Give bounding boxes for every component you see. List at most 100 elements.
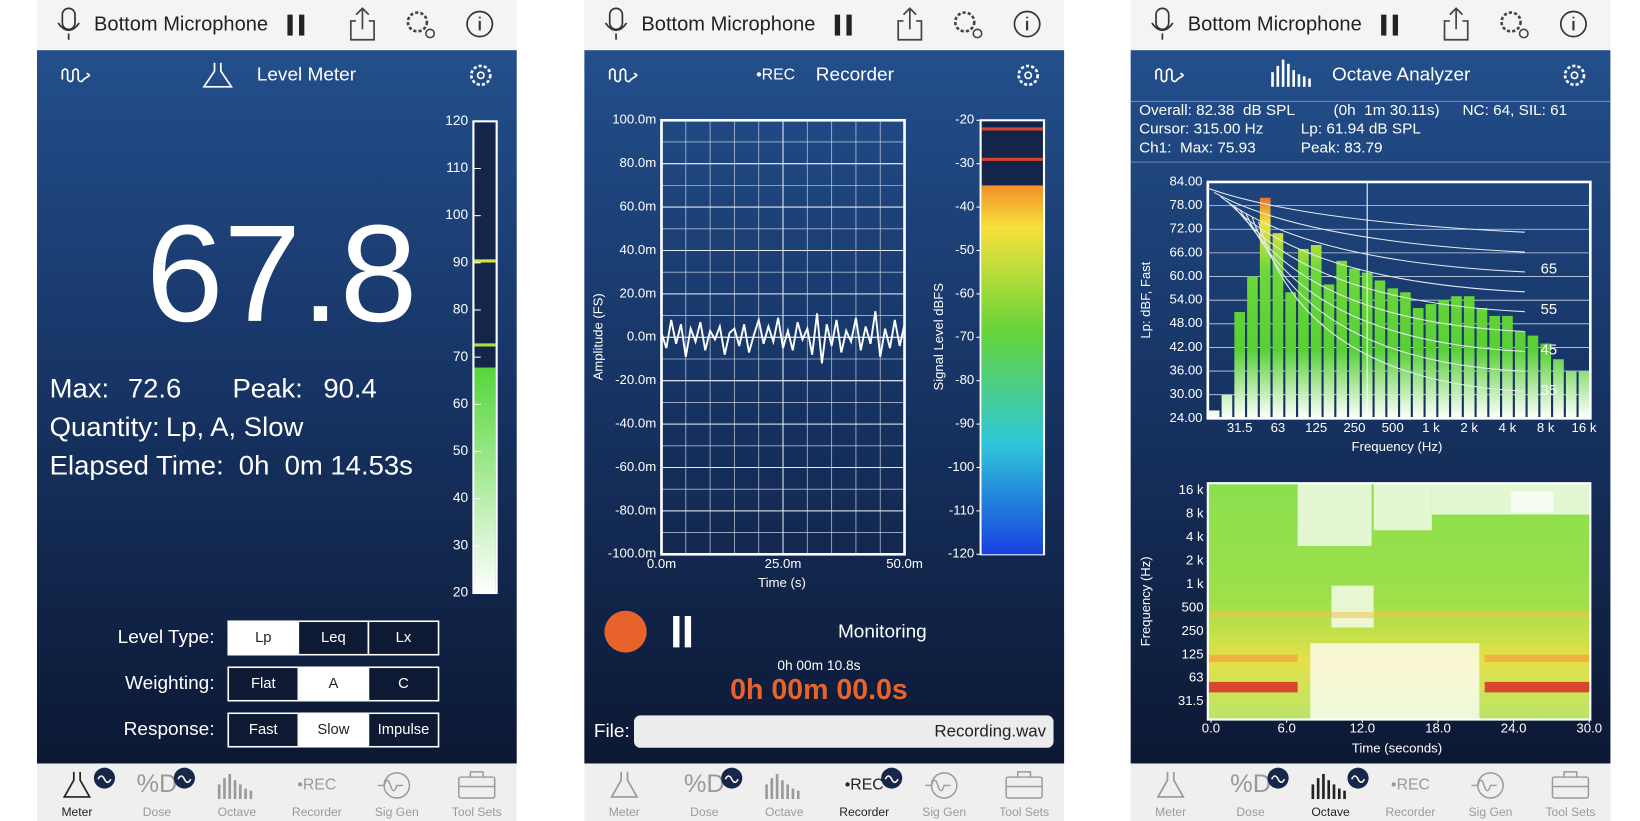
settings-button (972, 28, 983, 39)
segment-label[interactable]: C (398, 676, 409, 692)
meter-tick-label: -60 (955, 285, 974, 300)
info-text: Ch1: Max: 75.93 (1139, 140, 1256, 157)
y-tick-label: 30.00 (1169, 386, 1202, 401)
segment-label[interactable]: Lp (255, 630, 271, 646)
scale-tick-label: 60 (453, 396, 469, 411)
segment-label[interactable]: Slow (317, 722, 349, 738)
octave-icon (1276, 65, 1280, 87)
file-field[interactable] (634, 715, 1054, 748)
share-button[interactable] (349, 7, 375, 41)
info-button[interactable] (1559, 10, 1587, 38)
segment-option[interactable] (367, 712, 440, 748)
tab-label[interactable]: Meter (609, 805, 640, 819)
tab-label[interactable]: Dose (1236, 805, 1265, 819)
settings-button[interactable] (953, 11, 976, 33)
screen-settings[interactable] (1563, 64, 1586, 87)
spectrum-bar (1234, 311, 1246, 419)
y-tick-label: 125 (1182, 646, 1204, 661)
segment-option[interactable] (297, 620, 370, 656)
tab-label[interactable]: Dose (143, 805, 172, 819)
tab-badge (97, 775, 112, 784)
info-text: (0h 1m 30.11s) (1334, 102, 1440, 119)
wave-icon[interactable] (608, 68, 638, 83)
tab-label[interactable]: Recorder (292, 805, 342, 819)
tab-badge (177, 775, 192, 784)
wave-icon[interactable] (1155, 68, 1184, 83)
max-value: 72.6 (128, 372, 181, 403)
tab-label[interactable]: Dose (690, 805, 719, 819)
tab-label[interactable]: Octave (765, 805, 804, 819)
device-title: Bottom Microphone (641, 13, 815, 35)
scale-tick-label: 40 (453, 490, 469, 505)
screen-settings (1570, 71, 1579, 80)
tab-label[interactable]: Tool Sets (1545, 805, 1595, 819)
pause-button[interactable] (299, 14, 305, 36)
tab-icon: %D (684, 770, 725, 798)
spectrum-bar (1502, 315, 1513, 419)
settings-button[interactable] (406, 11, 429, 33)
screen-settings[interactable] (1017, 64, 1040, 87)
nc-curve (1258, 221, 1525, 392)
tab-label[interactable]: Sig Gen (1469, 805, 1513, 819)
pause-button[interactable] (684, 616, 692, 648)
segment-label[interactable]: Fast (249, 722, 278, 738)
tab-label[interactable]: Sig Gen (922, 805, 966, 819)
wave-icon[interactable] (61, 68, 91, 83)
screen-body (36, 50, 517, 764)
info-button[interactable] (1013, 10, 1041, 38)
x-tick-label: 250 (1343, 420, 1365, 435)
segment-option[interactable] (297, 666, 370, 702)
plot-frame (1206, 180, 1592, 420)
x-tick-label: 30.0 (1576, 720, 1602, 735)
segment-label[interactable]: Flat (251, 676, 276, 692)
segment-option[interactable] (367, 620, 440, 656)
tab-label[interactable]: Recorder (1386, 805, 1436, 819)
pause-button[interactable] (1381, 14, 1387, 36)
y-tick-label: 16 k (1179, 482, 1204, 497)
octave-icon (1271, 72, 1274, 87)
info-button[interactable] (466, 10, 494, 38)
y-tick-label: 31.5 (1178, 693, 1204, 708)
segment-label[interactable]: A (328, 676, 338, 692)
y-tick-label: 66.00 (1169, 244, 1202, 259)
record-button[interactable] (604, 610, 647, 653)
pause-button[interactable] (834, 14, 841, 36)
segment-option[interactable] (227, 620, 300, 656)
tab-icon (770, 778, 774, 800)
scale-tick-label: 70 (453, 349, 469, 364)
tab-icon: %D (1230, 770, 1271, 798)
x-tick-label: 24.0 (1501, 720, 1527, 735)
tab-label[interactable]: Tool Sets (999, 805, 1049, 819)
segment-label[interactable]: Leq (321, 630, 346, 646)
tab-label[interactable]: Sig Gen (375, 805, 419, 819)
pause-button[interactable] (1392, 14, 1399, 36)
scale-tick-label: 50 (453, 443, 469, 458)
x-tick-label: 25.0m (765, 556, 802, 571)
pause-button[interactable] (287, 14, 293, 36)
share-button[interactable] (897, 7, 923, 41)
settings-button[interactable] (1500, 11, 1522, 33)
tab-icon: •REC (1391, 777, 1430, 794)
mic-icon (604, 22, 628, 40)
quantity-value: Lp, A, Slow (166, 411, 304, 442)
spectrum-bar (1553, 359, 1564, 419)
tab-label[interactable]: Meter (1155, 805, 1186, 819)
share-button[interactable] (1443, 7, 1469, 41)
segment-label[interactable]: Impulse (378, 722, 430, 738)
screen-settings[interactable] (469, 64, 492, 87)
tab-label[interactable]: Octave (1311, 805, 1350, 819)
tab-label[interactable]: Octave (218, 805, 257, 819)
pause-button[interactable] (846, 14, 852, 36)
tab-label[interactable]: Tool Sets (452, 805, 502, 819)
x-axis-label: Time (s) (758, 575, 806, 590)
segment-option[interactable] (227, 712, 300, 748)
spectrum-bar (1565, 371, 1577, 419)
segment-option[interactable] (367, 666, 440, 702)
tab-label[interactable]: Recorder (839, 805, 889, 819)
pause-button[interactable] (673, 616, 680, 648)
segment-label[interactable]: Lx (396, 630, 412, 646)
meter-tick-label: -120 (948, 546, 974, 561)
tab-icon: •REC (845, 777, 884, 794)
tab-label[interactable]: Meter (61, 805, 92, 819)
segment-option[interactable] (297, 712, 370, 748)
